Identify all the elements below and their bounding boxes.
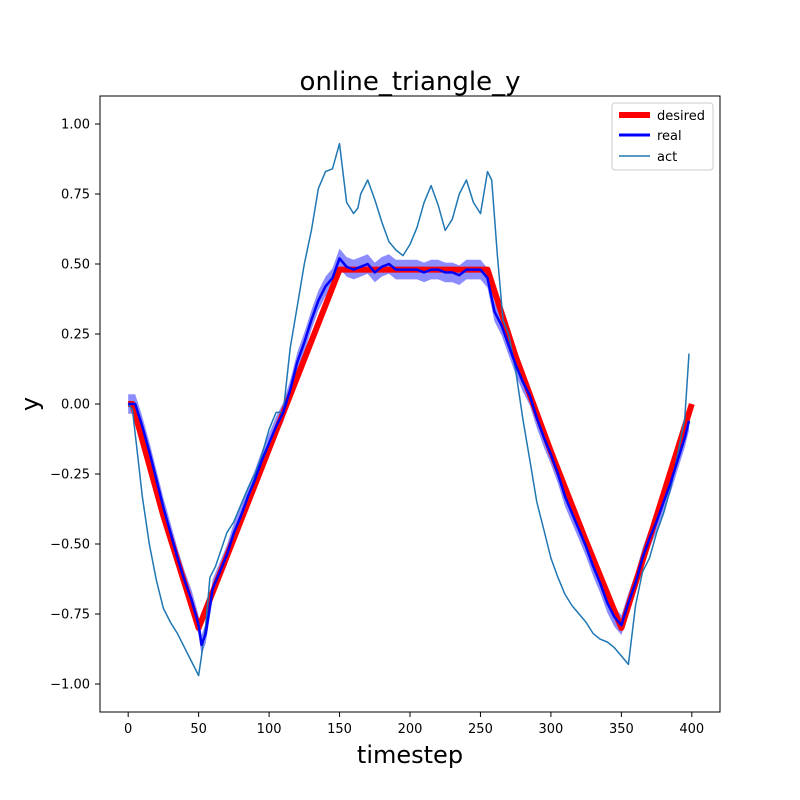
legend-box: [611, 102, 714, 171]
legend-label-act: act: [657, 150, 677, 165]
legend-label-desired: desired: [657, 109, 705, 124]
x-tick-label: 350: [609, 722, 634, 737]
legend: desired real act: [611, 102, 714, 171]
x-tick-label: 300: [538, 722, 563, 737]
y-tick-label: 0.75: [61, 188, 90, 203]
y-tick-label: −0.75: [50, 608, 90, 623]
y-tick-label: 0.50: [61, 258, 90, 273]
y-tick-label: −1.00: [50, 678, 90, 693]
x-tick-label: 0: [124, 722, 132, 737]
x-tick-label: 50: [190, 722, 207, 737]
x-tick-label: 250: [468, 722, 493, 737]
y-tick-label: 0.25: [61, 328, 90, 343]
x-tick-label: 100: [257, 722, 282, 737]
x-tick-label: 200: [398, 722, 423, 737]
legend-label-real: real: [657, 129, 682, 144]
y-axis-title: y: [16, 397, 44, 411]
x-tick-label: 150: [327, 722, 352, 737]
series-desired-line: [128, 266, 695, 631]
plot-area: [127, 142, 695, 677]
y-axis: −1.00 −0.75 −0.50 −0.25 0.00 0.25 0.50 0.75 1.00: [50, 118, 100, 693]
y-tick-label: −0.25: [50, 468, 90, 483]
y-tick-label: −0.50: [50, 538, 90, 553]
x-tick-label: 400: [679, 722, 704, 737]
series-act-line: [127, 142, 690, 677]
x-axis: 0 50 100 150 200 250 300 350 400: [124, 712, 704, 737]
y-tick-label: 0.00: [61, 398, 90, 413]
chart-title: online_triangle_y: [300, 67, 521, 97]
y-tick-label: 1.00: [61, 118, 90, 133]
x-axis-title: timestep: [357, 741, 463, 769]
series-real-line: [128, 257, 691, 647]
